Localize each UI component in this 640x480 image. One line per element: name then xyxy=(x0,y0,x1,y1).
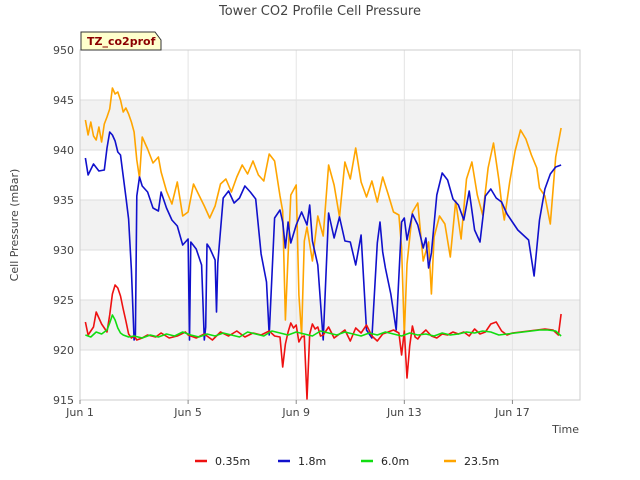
y-tick-label: 920 xyxy=(53,344,74,357)
badge-shape xyxy=(80,31,162,51)
y-tick-label: 940 xyxy=(53,144,74,157)
x-axis-label: Time xyxy=(551,423,579,436)
badge-label: TZ_co2prof xyxy=(87,35,156,48)
y-tick-label: 915 xyxy=(53,394,74,407)
plot-band xyxy=(80,200,580,250)
y-axis-ticks: 915 920 925 930 935 940 945 950 xyxy=(53,44,74,407)
legend-label: 0.35m xyxy=(215,455,250,468)
y-tick-label: 945 xyxy=(53,94,74,107)
x-tick-label: Jun 9 xyxy=(281,406,310,419)
chart-title: Tower CO2 Profile Cell Pressure xyxy=(218,4,421,19)
series-lines xyxy=(84,87,562,400)
y-tick-label: 925 xyxy=(53,294,74,307)
series-line-6_0m xyxy=(85,314,562,339)
legend: 0.35m 1.8m 6.0m 23.5m xyxy=(195,455,499,468)
station-badge: TZ_co2prof xyxy=(80,31,162,51)
grid-lines xyxy=(79,49,580,401)
legend-label: 6.0m xyxy=(381,455,409,468)
plot-band xyxy=(80,250,580,300)
x-axis-ticks: Jun 1 Jun 5 Jun 9 Jun 13 Jun 17 xyxy=(65,400,530,419)
x-tick-label: Jun 5 xyxy=(173,406,202,419)
plot-band xyxy=(80,300,580,350)
y-tick-label: 950 xyxy=(53,44,74,57)
y-tick-label: 930 xyxy=(53,244,74,257)
x-tick-label: Jun 13 xyxy=(386,406,422,419)
x-tick-label: Jun 1 xyxy=(65,406,94,419)
legend-label: 1.8m xyxy=(298,455,326,468)
series-line-23_5m xyxy=(84,87,562,336)
plot-bands xyxy=(80,50,580,400)
plot-band xyxy=(80,150,580,200)
x-tick-label: Jun 17 xyxy=(494,406,530,419)
plot-band xyxy=(80,50,580,100)
y-axis-label: Cell Pressure (mBar) xyxy=(8,169,21,282)
plot-frame xyxy=(79,49,581,401)
plot-band xyxy=(80,100,580,150)
plot-band xyxy=(80,350,580,400)
series-line-1_8m xyxy=(84,131,562,341)
y-tick-label: 935 xyxy=(53,194,74,207)
legend-label: 23.5m xyxy=(464,455,499,468)
